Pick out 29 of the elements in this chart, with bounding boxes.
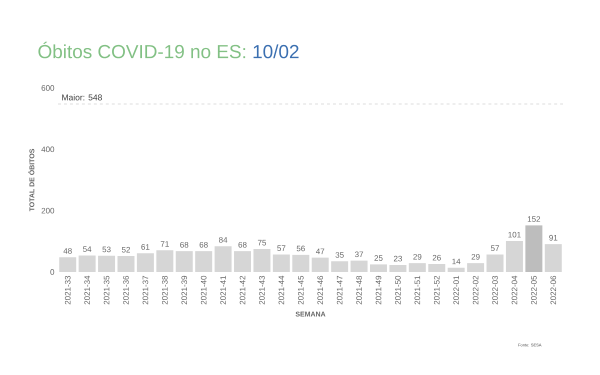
bar [408,263,426,272]
bar [136,253,154,272]
bar [78,255,96,272]
bar [467,263,484,272]
bar [195,251,212,272]
bar [214,246,232,272]
chart-title: Óbitos COVID-19 no ES: [38,42,246,58]
chart-subtitle: 10/02 [254,44,299,58]
bar [448,268,465,272]
bar [117,256,134,272]
bar [370,264,387,272]
bar [506,241,523,272]
bar [156,250,174,272]
bar [59,257,76,272]
ref-line-label: Maior: 548 [62,94,102,100]
bar [98,256,116,272]
bar [272,254,290,272]
bar [312,258,329,272]
bar [525,225,542,272]
bar [544,244,562,272]
bar [486,254,504,272]
bar [234,251,252,272]
bar [176,251,193,272]
bar [350,260,368,272]
bar [389,264,406,272]
bar [331,261,348,272]
bar [292,254,310,272]
bar [253,249,270,272]
bar [428,264,446,272]
